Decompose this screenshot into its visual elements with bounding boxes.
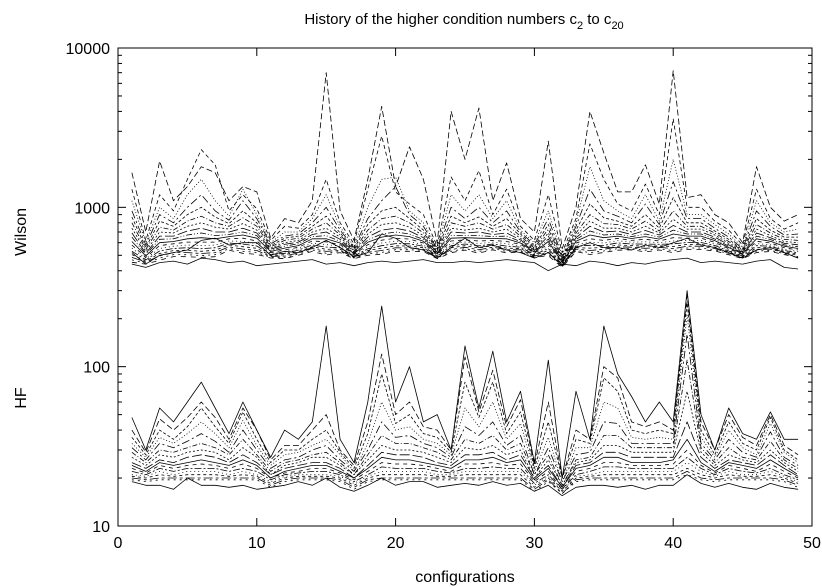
series-line-wilson-15 xyxy=(131,243,799,266)
series-line-hf-28 xyxy=(131,438,799,488)
series-line-wilson-6 xyxy=(131,210,799,260)
y-tick-label: 100 xyxy=(83,360,110,377)
series-line-wilson-17 xyxy=(131,247,799,268)
series-layer xyxy=(131,70,799,497)
series-line-wilson-12 xyxy=(131,239,799,265)
series-line-wilson-7 xyxy=(131,218,799,261)
chart-title-mid: to c xyxy=(583,11,612,28)
chart-title: History of the higher condition numbers … xyxy=(304,11,623,32)
series-line-wilson-2 xyxy=(131,118,799,254)
series-line-hf-21 xyxy=(131,294,799,479)
x-tick-label: 20 xyxy=(387,535,405,552)
series-line-wilson-18 xyxy=(131,249,799,268)
x-tick-label: 30 xyxy=(526,535,544,552)
chart-title-sub-end: 20 xyxy=(611,20,623,32)
series-line-hf-25 xyxy=(131,359,799,486)
x-axis-label: configurations xyxy=(415,569,515,586)
y-tick-label: 10 xyxy=(92,519,110,536)
x-tick-label: 10 xyxy=(248,535,266,552)
series-line-wilson-9 xyxy=(131,229,799,263)
series-line-hf-32 xyxy=(131,467,799,492)
x-tick-label: 50 xyxy=(803,535,821,552)
y-tick-label: 10000 xyxy=(66,41,111,58)
y-axis-label-hf: HF xyxy=(13,387,30,409)
series-line-hf-22 xyxy=(131,302,799,479)
series-line-hf-33 xyxy=(131,470,799,494)
series-line-wilson-1 xyxy=(131,70,799,250)
series-line-hf-35 xyxy=(131,474,799,494)
series-line-wilson-8 xyxy=(131,224,799,262)
y-axis-label-wilson: Wilson xyxy=(13,208,30,256)
series-line-hf-23 xyxy=(131,314,799,483)
series-line-hf-27 xyxy=(131,421,799,488)
series-line-wilson-3 xyxy=(131,158,799,256)
series-line-hf-20 xyxy=(131,290,799,479)
chart-title-main: History of the higher condition numbers … xyxy=(304,11,577,28)
chart-title-sub-start: 2 xyxy=(577,20,583,32)
series-line-hf-26 xyxy=(131,390,799,486)
series-line-wilson-5 xyxy=(131,197,799,259)
y-tick-label: 1000 xyxy=(74,200,110,217)
series-line-wilson-16 xyxy=(131,245,799,267)
series-line-wilson-4 xyxy=(131,181,799,258)
series-line-wilson-13 xyxy=(131,242,799,266)
series-line-wilson-10 xyxy=(131,233,799,263)
x-tick-label: 40 xyxy=(664,535,682,552)
series-line-wilson-14 xyxy=(131,233,799,267)
series-line-wilson-19 xyxy=(131,257,799,272)
series-line-hf-30 xyxy=(131,456,799,490)
series-line-hf-29 xyxy=(131,449,799,490)
series-line-hf-34 xyxy=(131,474,799,497)
plot-frame xyxy=(117,47,813,527)
series-line-hf-24 xyxy=(131,333,799,483)
x-tick-label: 0 xyxy=(114,535,123,552)
